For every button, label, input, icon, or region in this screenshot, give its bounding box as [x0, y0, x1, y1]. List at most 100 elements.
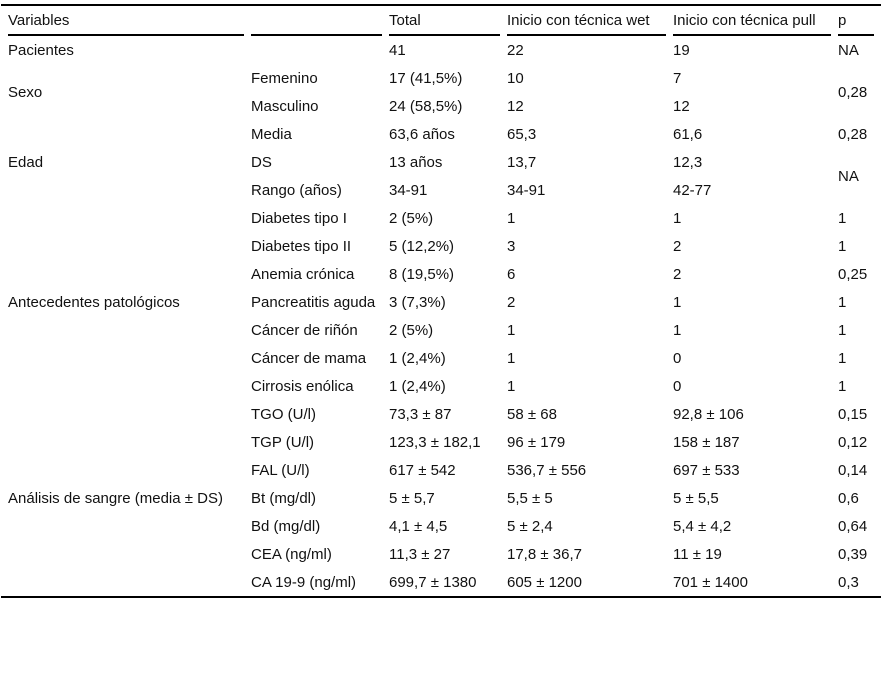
- variable-sub-cell: Diabetes tipo I: [251, 209, 347, 227]
- table-header-row: Variables Total Inicio con técnica wet I…: [8, 6, 874, 36]
- tecnica-wet-value-cell: 13,7: [507, 153, 537, 171]
- header-sub-variable: [251, 6, 382, 36]
- table-row: Diabetes tipo II 5 (12,2%) 3 2 1: [8, 232, 874, 260]
- table-row: Cáncer de riñón 2 (5%) 1 1 1: [8, 316, 874, 344]
- tecnica-wet-value-cell: 2: [507, 293, 516, 311]
- tecnica-wet-value-cell: 5 ± 2,4: [507, 517, 553, 535]
- tecnica-pull-value-cell: 12: [673, 97, 690, 115]
- total-value-cell: 63,6 años: [389, 125, 455, 143]
- table-header: Variables Total Inicio con técnica wet I…: [8, 6, 874, 36]
- total-value-cell: 2 (5%): [389, 209, 434, 227]
- tecnica-wet-value-cell: 1: [507, 209, 516, 227]
- tecnica-wet-value-cell: 22: [507, 41, 524, 59]
- table-row: Antecedentes patológicos Diabetes tipo I 2…: [8, 204, 874, 311]
- table-row: FAL (U/l) 617 ± 542 536,7 ± 556 697 ± 533 0,…: [8, 456, 874, 484]
- variable-sub-cell: Cáncer de riñón: [251, 321, 358, 339]
- p-value-cell: NA: [838, 41, 859, 59]
- variable-sub-cell: Diabetes tipo II: [251, 237, 352, 255]
- variable-group-cell: Antecedentes patológicos: [8, 293, 180, 311]
- total-value-cell: 24 (58,5%): [389, 97, 463, 115]
- total-value-cell: 123,3 ± 182,1: [389, 433, 481, 451]
- variable-sub-cell: Rango (años): [251, 181, 342, 199]
- tecnica-pull-value-cell: 0: [673, 349, 682, 367]
- tecnica-pull-value-cell: 697 ± 533: [673, 461, 740, 479]
- total-value-cell: 73,3 ± 87: [389, 405, 452, 423]
- variable-group-cell: Edad: [8, 153, 44, 171]
- variable-group-cell: Pacientes: [8, 41, 74, 59]
- tecnica-pull-value-cell: 5 ± 5,5: [673, 489, 719, 507]
- header-p-value: p: [838, 6, 874, 36]
- tecnica-pull-value-cell: 12,3: [673, 153, 703, 171]
- header-variables: Variables: [8, 6, 244, 36]
- p-value-cell: 0,14: [838, 461, 868, 479]
- header-tecnica-pull: Inicio con técnica pull: [673, 6, 831, 36]
- p-value-cell: 0,25: [838, 265, 868, 283]
- tecnica-wet-value-cell: 3: [507, 237, 516, 255]
- tecnica-pull-value-cell: 61,6: [673, 125, 703, 143]
- total-value-cell: 5 ± 5,7: [389, 489, 435, 507]
- total-value-cell: 1 (2,4%): [389, 377, 446, 395]
- variable-sub-cell: Masculino: [251, 97, 319, 115]
- table-row: CA 19-9 (ng/ml) 699,7 ± 1380 605 ± 1200 701…: [8, 568, 874, 596]
- p-value-cell: 1: [838, 237, 847, 255]
- variable-sub-cell: DS: [251, 153, 272, 171]
- total-value-cell: 1 (2,4%): [389, 349, 446, 367]
- total-value-cell: 5 (12,2%): [389, 237, 455, 255]
- total-value-cell: 699,7 ± 1380: [389, 573, 477, 591]
- p-value-cell: 0,3: [838, 573, 859, 591]
- table-row: CEA (ng/ml) 11,3 ± 27 17,8 ± 36,7 11 ± 19 0,…: [8, 540, 874, 568]
- total-value-cell: 41: [389, 41, 406, 59]
- table-row: Pancreatitis aguda 3 (7,3%) 2 1 1: [8, 288, 874, 316]
- table-row: Bd (mg/dl) 4,1 ± 4,5 5 ± 2,4 5,4 ± 4,2 0,64: [8, 512, 874, 540]
- total-value-cell: 3 (7,3%): [389, 293, 446, 311]
- variable-sub-cell: Femenino: [251, 69, 318, 87]
- tecnica-pull-value-cell: 701 ± 1400: [673, 573, 748, 591]
- variable-sub-cell: [251, 36, 382, 64]
- total-value-cell: 13 años: [389, 153, 443, 171]
- p-value-cell: 0,39: [838, 545, 868, 563]
- table-row: Análisis de sangre (media ± DS) TGO (U/l)…: [8, 400, 874, 507]
- tecnica-wet-value-cell: 34-91: [507, 181, 546, 199]
- table-row: Pacientes 41 22 19 NA: [8, 36, 874, 64]
- p-value-cell: 1: [838, 377, 847, 395]
- p-value-cell: 0,15: [838, 405, 868, 423]
- tecnica-wet-value-cell: 1: [507, 349, 516, 367]
- tecnica-wet-value-cell: 65,3: [507, 125, 537, 143]
- p-value-cell: 0,28: [838, 125, 868, 143]
- table-row: Cirrosis enólica 1 (2,4%) 1 0 1: [8, 372, 874, 400]
- header-total: Total: [389, 6, 500, 36]
- tecnica-wet-value-cell: 58 ± 68: [507, 405, 557, 423]
- tecnica-pull-value-cell: 1: [673, 321, 682, 339]
- header-tecnica-wet: Inicio con técnica wet: [507, 6, 666, 36]
- total-value-cell: 617 ± 542: [389, 461, 456, 479]
- total-value-cell: 2 (5%): [389, 321, 434, 339]
- table-row: Rango (años) 34-91 34-91 42-77: [8, 176, 874, 204]
- tecnica-pull-value-cell: 7: [673, 69, 682, 87]
- tecnica-pull-value-cell: 92,8 ± 106: [673, 405, 744, 423]
- table-row: Bt (mg/dl) 5 ± 5,7 5,5 ± 5 5 ± 5,5 0,6: [8, 484, 874, 512]
- total-value-cell: 17 (41,5%): [389, 69, 463, 87]
- total-value-cell: 11,3 ± 27: [389, 545, 451, 563]
- table-body: Pacientes 41 22 19 NA Sexo Femenino 17 (41,5%) 1…: [8, 36, 874, 596]
- p-value-cell: 0,28: [838, 83, 868, 101]
- p-value-cell: 1: [838, 209, 847, 227]
- variable-group-cell: Análisis de sangre (media ± DS): [8, 489, 223, 507]
- p-value-cell: 0,12: [838, 433, 868, 451]
- table-row: Sexo Femenino 17 (41,5%) 10 7 0,28: [8, 64, 874, 101]
- table-row: DS 13 años 13,7 12,3 NA: [8, 148, 874, 185]
- variable-sub-cell: CEA (ng/ml): [251, 545, 332, 563]
- tecnica-wet-value-cell: 6: [507, 265, 516, 283]
- tecnica-wet-value-cell: 10: [507, 69, 524, 87]
- tecnica-pull-value-cell: 1: [673, 293, 682, 311]
- total-value-cell: 34-91: [389, 181, 428, 199]
- variable-sub-cell: Anemia crónica: [251, 265, 355, 283]
- tecnica-pull-value-cell: 2: [673, 237, 682, 255]
- tecnica-pull-value-cell: 0: [673, 377, 682, 395]
- p-value-cell: 1: [838, 321, 847, 339]
- tecnica-pull-value-cell: 11 ± 19: [673, 545, 722, 563]
- variable-sub-cell: TGO (U/l): [251, 405, 316, 423]
- variable-sub-cell: Media: [251, 125, 292, 143]
- p-value-cell: NA: [838, 167, 859, 185]
- variable-sub-cell: Bd (mg/dl): [251, 517, 321, 535]
- variable-sub-cell: Cirrosis enólica: [251, 377, 354, 395]
